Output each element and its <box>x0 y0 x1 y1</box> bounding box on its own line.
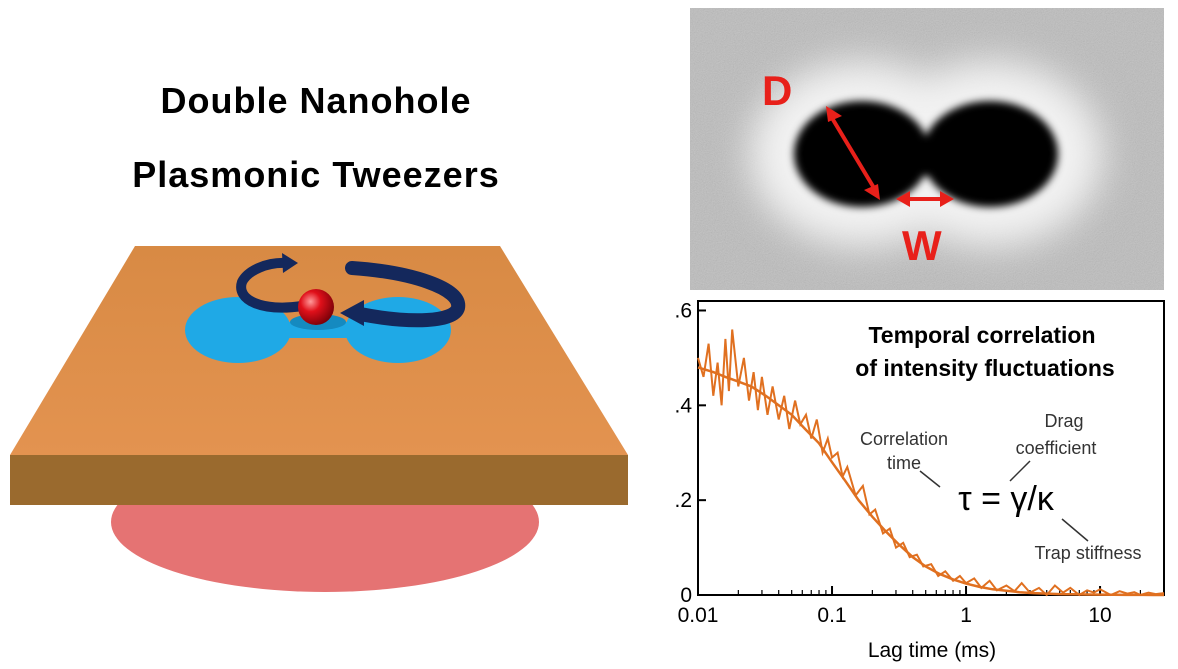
y-tick-label: .4 <box>674 394 692 417</box>
y-tick-label: .6 <box>674 299 692 322</box>
x-tick-label: 10 <box>1088 604 1111 627</box>
pointer-trap <box>1061 518 1089 542</box>
chart-title-line-1: Temporal correlation <box>868 322 1095 348</box>
x-axis-ticks: 0.01 0.1 1 10 <box>678 586 1165 627</box>
annotation-formula: τ = γ/κ <box>958 480 1055 518</box>
y-axis-ticks: 0 .2 .4 .6 <box>674 299 706 607</box>
rotation-arrow-right-head <box>340 300 364 326</box>
nanohole-illustration <box>10 246 628 592</box>
title-line-1: Double Nanohole <box>160 80 472 121</box>
sem-micrograph: D W <box>690 8 1164 290</box>
x-tick-label: 1 <box>960 604 972 627</box>
x-tick-label: 0.1 <box>817 604 846 627</box>
nanohole-right <box>922 101 1058 207</box>
series-fit <box>697 366 1164 597</box>
y-tick-label: 0 <box>680 584 692 607</box>
pointer-drag <box>1009 460 1031 482</box>
rotation-arrow-left-head <box>282 253 298 273</box>
pointer-correlation-time <box>919 470 941 488</box>
annotation-correlation-time: Correlation <box>860 429 948 449</box>
trapped-particle <box>298 289 334 325</box>
x-axis-label: Lag time (ms) <box>868 639 996 662</box>
annotation-drag: Drag <box>1044 411 1083 431</box>
series-measured <box>697 329 1165 597</box>
label-w: W <box>902 222 942 269</box>
correlation-chart: 0.2.4.6 0.01 0.1 1 10 Temporal correlation … <box>674 299 1165 662</box>
annotation-trap-stiffness: Trap stiffness <box>1034 543 1141 563</box>
y-tick-label: .2 <box>674 489 692 512</box>
rotation-arrow-left <box>236 257 307 313</box>
gold-film-top-face <box>10 246 628 455</box>
chart-title-line-2: of intensity fluctuations <box>855 355 1114 381</box>
nanohole-left <box>794 101 930 207</box>
gold-film-front-face <box>10 455 628 505</box>
annotation-correlation-time-2: time <box>887 453 921 473</box>
x-tick-label: 0.01 <box>678 604 719 627</box>
plot-frame <box>697 300 1165 596</box>
rotation-arrow-right <box>345 261 466 328</box>
diameter-arrow <box>830 116 876 190</box>
label-d: D <box>762 67 792 114</box>
annotation-drag-2: coefficient <box>1016 438 1097 458</box>
title-line-2: Plasmonic Tweezers <box>132 154 500 195</box>
